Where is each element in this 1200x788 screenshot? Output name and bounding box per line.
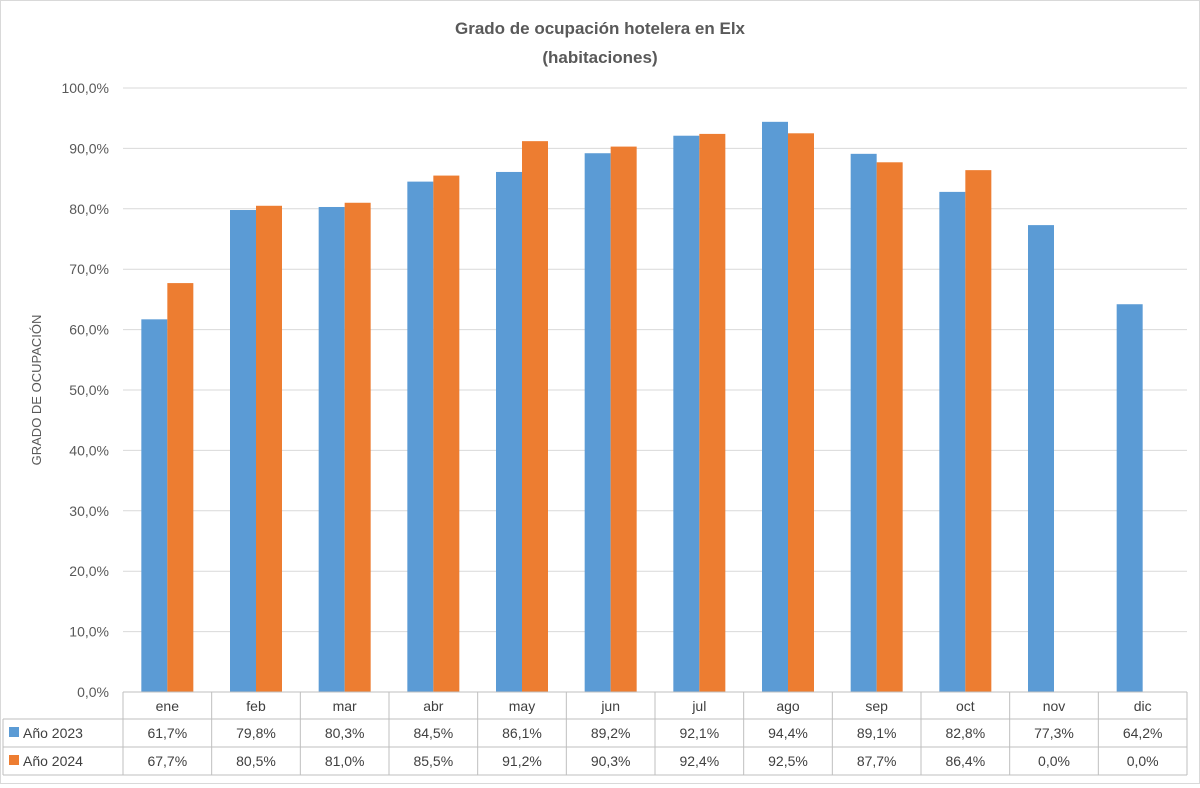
- data-label: 0,0%: [1127, 753, 1159, 769]
- data-label: 90,3%: [591, 753, 631, 769]
- bar-series-2: [699, 133, 726, 693]
- x-tick-label: jul: [691, 698, 706, 714]
- bar-series-1: [407, 181, 434, 692]
- legend-label: Año 2024: [23, 753, 83, 769]
- data-label: 67,7%: [147, 753, 187, 769]
- data-label: 86,4%: [945, 753, 985, 769]
- y-tick-label: 90,0%: [69, 140, 109, 156]
- data-label: 82,8%: [945, 725, 985, 741]
- y-tick-label: 50,0%: [69, 382, 109, 398]
- y-tick-label: 100,0%: [62, 80, 109, 96]
- y-tick-label: 70,0%: [69, 261, 109, 277]
- bar-series-2: [788, 133, 814, 693]
- bar-series-2: [876, 162, 903, 693]
- data-label: 87,7%: [857, 753, 897, 769]
- data-label: 80,5%: [236, 753, 276, 769]
- bar-series-2: [433, 175, 460, 692]
- x-tick-label: dic: [1134, 698, 1152, 714]
- bar-series-1: [496, 171, 522, 692]
- data-label: 92,4%: [679, 753, 719, 769]
- bar-series-1: [141, 319, 168, 692]
- data-label: 89,1%: [857, 725, 897, 741]
- y-axis-label: GRADO DE OCUPACIÓN: [29, 315, 44, 466]
- data-label: 64,2%: [1123, 725, 1163, 741]
- bar-series-1: [673, 135, 700, 692]
- data-label: 92,5%: [768, 753, 808, 769]
- bar-series-2: [522, 141, 548, 693]
- chart-title-line2: (habitaciones): [542, 48, 657, 67]
- bar-series-1: [939, 191, 966, 692]
- y-tick-label: 40,0%: [69, 442, 109, 458]
- data-label: 80,3%: [325, 725, 365, 741]
- bar-series-1: [762, 121, 788, 693]
- y-tick-label: 10,0%: [69, 624, 109, 640]
- x-tick-label: nov: [1043, 698, 1066, 714]
- bar-series-2: [167, 283, 194, 692]
- bar-series-1: [850, 153, 877, 692]
- bar-series-2: [965, 170, 992, 693]
- data-label: 94,4%: [768, 725, 808, 741]
- x-tick-label: ago: [776, 698, 800, 714]
- bar-series-1: [318, 206, 345, 692]
- legend-swatch: [9, 755, 19, 765]
- bar-series-1: [230, 210, 256, 692]
- bars: [141, 121, 1143, 693]
- bar-series-2: [256, 205, 282, 692]
- x-tick-label: may: [509, 698, 535, 714]
- data-label: 85,5%: [413, 753, 453, 769]
- data-label: 92,1%: [679, 725, 719, 741]
- data-label: 86,1%: [502, 725, 542, 741]
- y-tick-labels: 0,0% 10,0% 20,0% 30,0% 40,0% 50,0% 60,0% 70,0% 8…: [62, 80, 109, 700]
- legend-label: Año 2023: [23, 725, 83, 741]
- x-tick-label: abr: [423, 698, 444, 714]
- data-label: 89,2%: [591, 725, 631, 741]
- bar-series-2: [344, 202, 371, 692]
- data-label: 81,0%: [325, 753, 365, 769]
- y-tick-label: 60,0%: [69, 322, 109, 338]
- legend-swatch: [9, 727, 19, 737]
- bar-series-1: [584, 153, 611, 692]
- y-tick-label: 20,0%: [69, 563, 109, 579]
- data-table: ene feb mar abr may jun jul ago sep oct nov dic Año …: [2, 691, 1188, 776]
- data-label: 77,3%: [1034, 725, 1074, 741]
- y-tick-label: 30,0%: [69, 503, 109, 519]
- y-tick-label: 0,0%: [77, 684, 109, 700]
- chart-title-line1: Grado de ocupación hotelera en Elx: [455, 19, 746, 38]
- data-label: 0,0%: [1038, 753, 1070, 769]
- bar-series-1: [1028, 225, 1054, 692]
- data-label: 61,7%: [147, 725, 187, 741]
- data-label: 84,5%: [413, 725, 453, 741]
- data-label: 79,8%: [236, 725, 276, 741]
- x-tick-label: sep: [865, 698, 888, 714]
- x-tick-label: mar: [333, 698, 357, 714]
- x-tick-label: oct: [956, 698, 975, 714]
- y-tick-label: 80,0%: [69, 201, 109, 217]
- x-tick-label: jun: [600, 698, 620, 714]
- x-tick-label: feb: [246, 698, 266, 714]
- data-label: 91,2%: [502, 753, 542, 769]
- gridlines: [123, 87, 1187, 633]
- bar-series-1: [1116, 304, 1143, 692]
- bar-series-2: [610, 146, 637, 692]
- x-tick-label: ene: [156, 698, 180, 714]
